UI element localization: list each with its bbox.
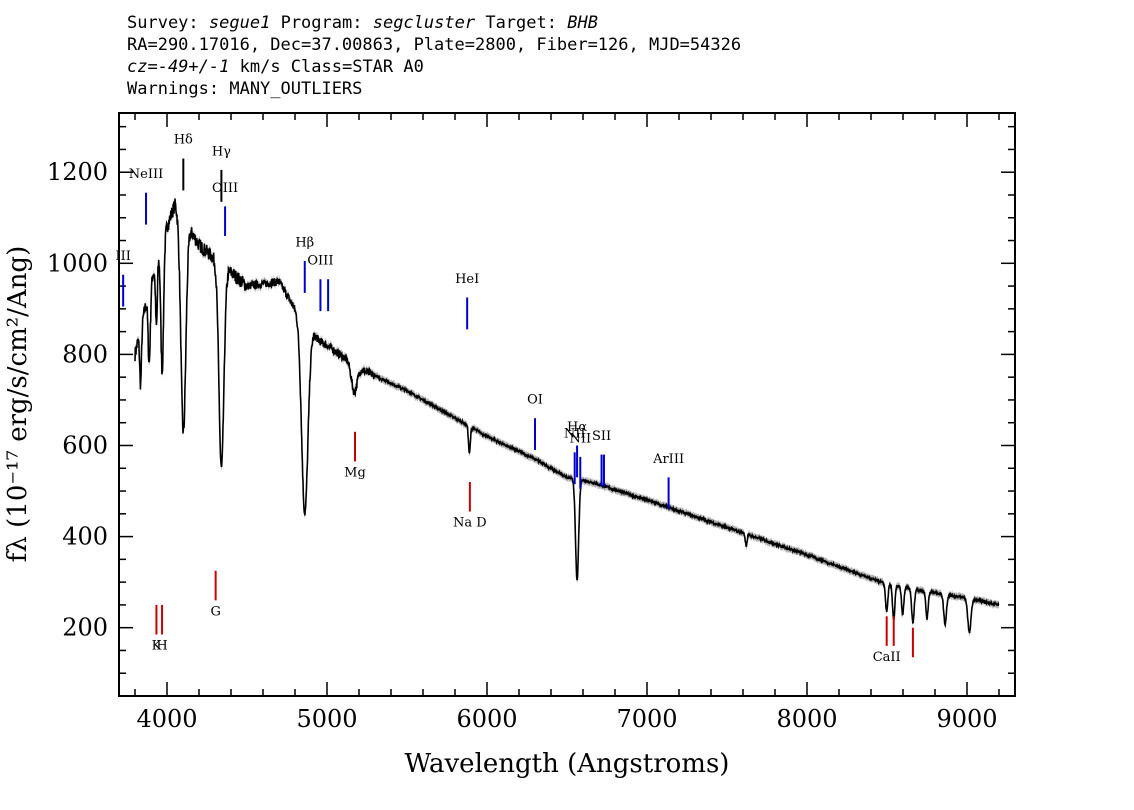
cz-unit-class: km/s Class=STAR A0 [239,57,424,77]
x-tick-label: 8000 [776,705,837,733]
emission-line-label: NeIII [129,167,163,182]
absorption-line-label: Mg [344,465,366,480]
target-label: Target: [485,13,557,33]
spectrum-header: Survey: segue1 Program: segcluster Targe… [127,12,741,100]
plot-frame [118,112,1016,697]
tick-labels: 4000 5000 6000 7000 8000 9000 200 400 600 800 1000… [47,158,998,733]
survey-value: segue1 [208,13,271,33]
x-tick-label: 9000 [936,705,997,733]
y-tick-label: 800 [62,340,108,368]
y-tick-label: 600 [62,431,108,459]
header-line-redshift: cz=-49+/-1 km/s Class=STAR A0 [127,56,741,78]
x-tick-label: 6000 [456,705,517,733]
axis-ticks [119,113,1015,696]
x-tick-label: 5000 [296,705,357,733]
target-value: BHB [567,13,598,33]
hydrogen-line-label: Hδ [174,133,193,148]
absorption-line-label: CaII [873,650,901,665]
x-axis-title: Wavelength (Angstroms) [405,749,730,779]
emission-line-label: Hα [567,420,587,435]
emission-line-label: NII [569,431,591,446]
header-line-survey: Survey: segue1 Program: segcluster Targe… [127,12,741,34]
spectrum-line [134,198,1000,634]
emission-line-label: HeI [455,272,479,287]
emission-line-label: OI [527,393,543,408]
emission-line-label: NII [564,427,586,442]
absorption-line-label: Na D [453,516,487,531]
y-tick-label: 200 [62,614,108,642]
y-axis-title: fλ (10⁻¹⁷ erg/s/cm²/Ang) [3,246,33,562]
emission-line-label: Hβ [295,235,314,250]
program-value: segcluster [372,13,476,33]
y-tick-label: 1200 [47,158,108,186]
y-tick-label: 1000 [47,249,108,277]
absorption-line-label: G [210,604,220,619]
x-tick-label: 7000 [616,705,677,733]
cz-value: -49+/-1 [157,57,230,77]
program-label: Program: [280,13,363,33]
header-line-warnings: Warnings: MANY_OUTLIERS [127,79,363,99]
error-band [135,194,999,637]
survey-label: Survey: [127,13,199,33]
absorption-line-label: K [152,639,162,654]
emission-line-label: OIII [307,254,333,269]
emission-line-label: SII [592,429,611,444]
emission-line-label: OIII [212,181,238,196]
emission-line-label: III [115,249,130,264]
cz-label: cz= [127,57,158,77]
header-line-coordinates: RA=290.17016, Dec=37.00863, Plate=2800, … [127,35,742,55]
x-tick-label: 4000 [136,705,197,733]
absorption-line-label: H [156,639,167,654]
emission-line-label: ArIII [652,452,684,467]
hydrogen-line-label: Hγ [212,144,231,159]
y-tick-label: 400 [62,523,108,551]
